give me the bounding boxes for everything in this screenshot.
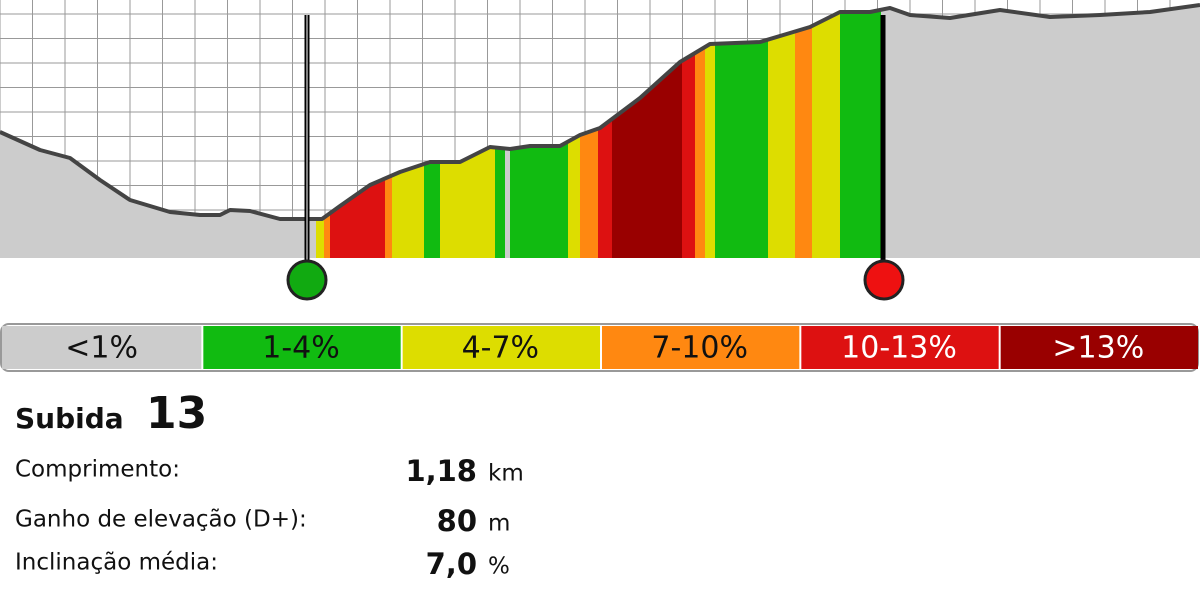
stat-label: Ganho de elevação (D+): — [15, 507, 307, 533]
stat-unit: km — [488, 461, 524, 487]
title-number: 13 — [146, 388, 207, 439]
stripe — [768, 5, 795, 258]
legend-label: 4-7% — [462, 331, 540, 366]
stripe — [812, 5, 840, 258]
legend-label: 7-10% — [651, 331, 748, 366]
legend-label: >13% — [1052, 331, 1144, 366]
legend-swatch — [402, 326, 600, 369]
stripe — [840, 5, 881, 258]
legend-swatch — [602, 326, 800, 369]
stat-value: 1,18 — [405, 454, 477, 488]
legend-swatch — [203, 326, 401, 369]
stat-label: Comprimento: — [15, 457, 180, 483]
stats: Comprimento: 1,18 km Ganho de elevação (D+)… — [15, 454, 524, 581]
legend-label: 1-4% — [262, 331, 340, 366]
stat-label: Inclinação média: — [15, 550, 218, 576]
stripe — [695, 5, 705, 258]
start-point[interactable] — [286, 259, 328, 301]
profile-line — [0, 3, 1200, 221]
stat-unit: % — [488, 554, 510, 580]
legend-label: <1% — [65, 331, 138, 366]
stat-value: 7,0 — [426, 547, 477, 581]
stripe — [705, 5, 715, 258]
stripe — [682, 5, 695, 258]
legend-swatch — [801, 326, 999, 369]
legend: <1% 1-4% 4-7% 7-10% 10-13% >13% — [0, 323, 1199, 372]
stat-unit: m — [488, 511, 510, 537]
legend-swatch — [1000, 326, 1198, 369]
stripe — [715, 5, 768, 258]
legend-swatch — [2, 326, 202, 369]
title-prefix: Subida — [15, 402, 124, 435]
legend-label: 10-13% — [841, 331, 957, 366]
stat-value: 80 — [437, 504, 477, 538]
stripe — [795, 5, 812, 258]
end-point[interactable] — [863, 259, 905, 301]
